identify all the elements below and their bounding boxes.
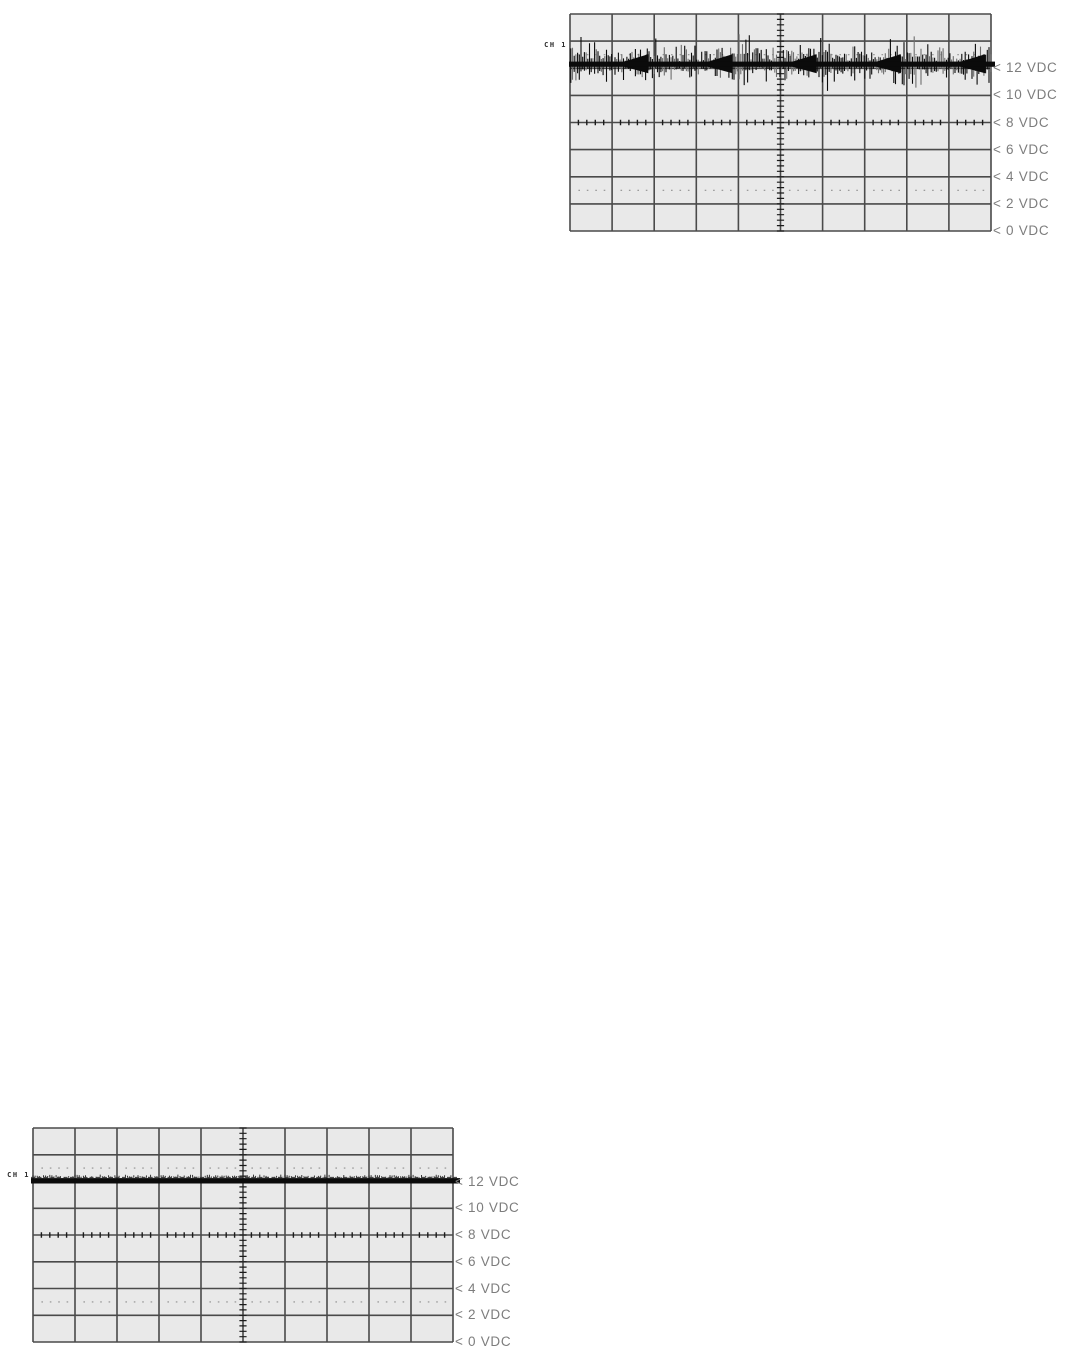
voltage-label: < 0 VDC — [993, 223, 1050, 238]
voltage-axis-labels: < 12 VDC < 10 VDC < 8 VDC < 6 VDC < 4 VD… — [993, 61, 1058, 238]
voltage-label: < 10 VDC — [455, 1200, 520, 1216]
channel-1-marker: CH 1 — [7, 1171, 30, 1179]
channel-1-marker: CH 1 — [544, 40, 567, 49]
voltage-label: < 12 VDC — [455, 1173, 520, 1189]
voltage-label: < 10 VDC — [993, 87, 1058, 103]
voltage-label: < 2 VDC — [455, 1307, 512, 1323]
voltage-label: < 4 VDC — [455, 1280, 512, 1296]
voltage-label: < 2 VDC — [993, 195, 1050, 211]
voltage-label: < 4 VDC — [993, 168, 1050, 184]
voltage-label: < 8 VDC — [455, 1227, 512, 1242]
oscilloscope-graticule — [31, 1127, 460, 1343]
voltage-label: < 8 VDC — [993, 114, 1050, 130]
oscilloscope-graticule — [569, 13, 995, 232]
voltage-label: < 12 VDC — [993, 60, 1058, 76]
voltage-axis-labels: < 12 VDC < 10 VDC < 8 VDC < 6 VDC < 4 VD… — [455, 1173, 520, 1350]
voltage-label: < 6 VDC — [993, 141, 1050, 157]
voltage-label: < 0 VDC — [455, 1334, 512, 1349]
voltage-label: < 6 VDC — [455, 1253, 512, 1269]
